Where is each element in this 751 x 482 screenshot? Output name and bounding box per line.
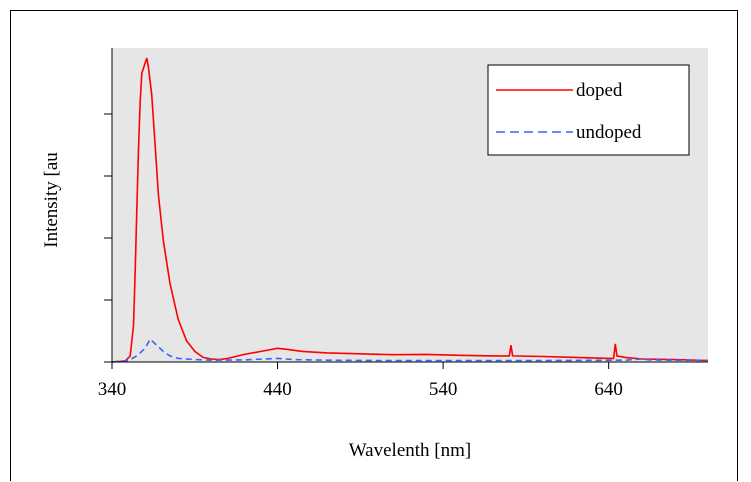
legend-label-undoped: undoped (576, 122, 642, 143)
x-tick-label-540: 540 (429, 379, 458, 400)
spectrum-chart: 340 440 540 640 Wavelenth [nm] Intensity [a… (41, 48, 709, 461)
series-layer (111, 57, 709, 363)
y-axis-label: Intensity [au (41, 152, 62, 248)
series-line-doped (111, 57, 709, 363)
legend-label-doped: doped (576, 80, 623, 101)
series-line-undoped (111, 337, 709, 363)
legend-box (487, 64, 690, 156)
x-axis-label: Wavelenth [nm] (349, 440, 471, 461)
legend: doped undoped (487, 64, 690, 156)
x-tick-label-640: 640 (594, 379, 623, 400)
x-tick-label-440: 440 (263, 379, 292, 400)
chart-frame: 340 440 540 640 Wavelenth [nm] Intensity [a… (10, 10, 738, 481)
axis-layer: 340 440 540 640 (98, 48, 708, 400)
x-tick-label-340: 340 (98, 379, 127, 400)
